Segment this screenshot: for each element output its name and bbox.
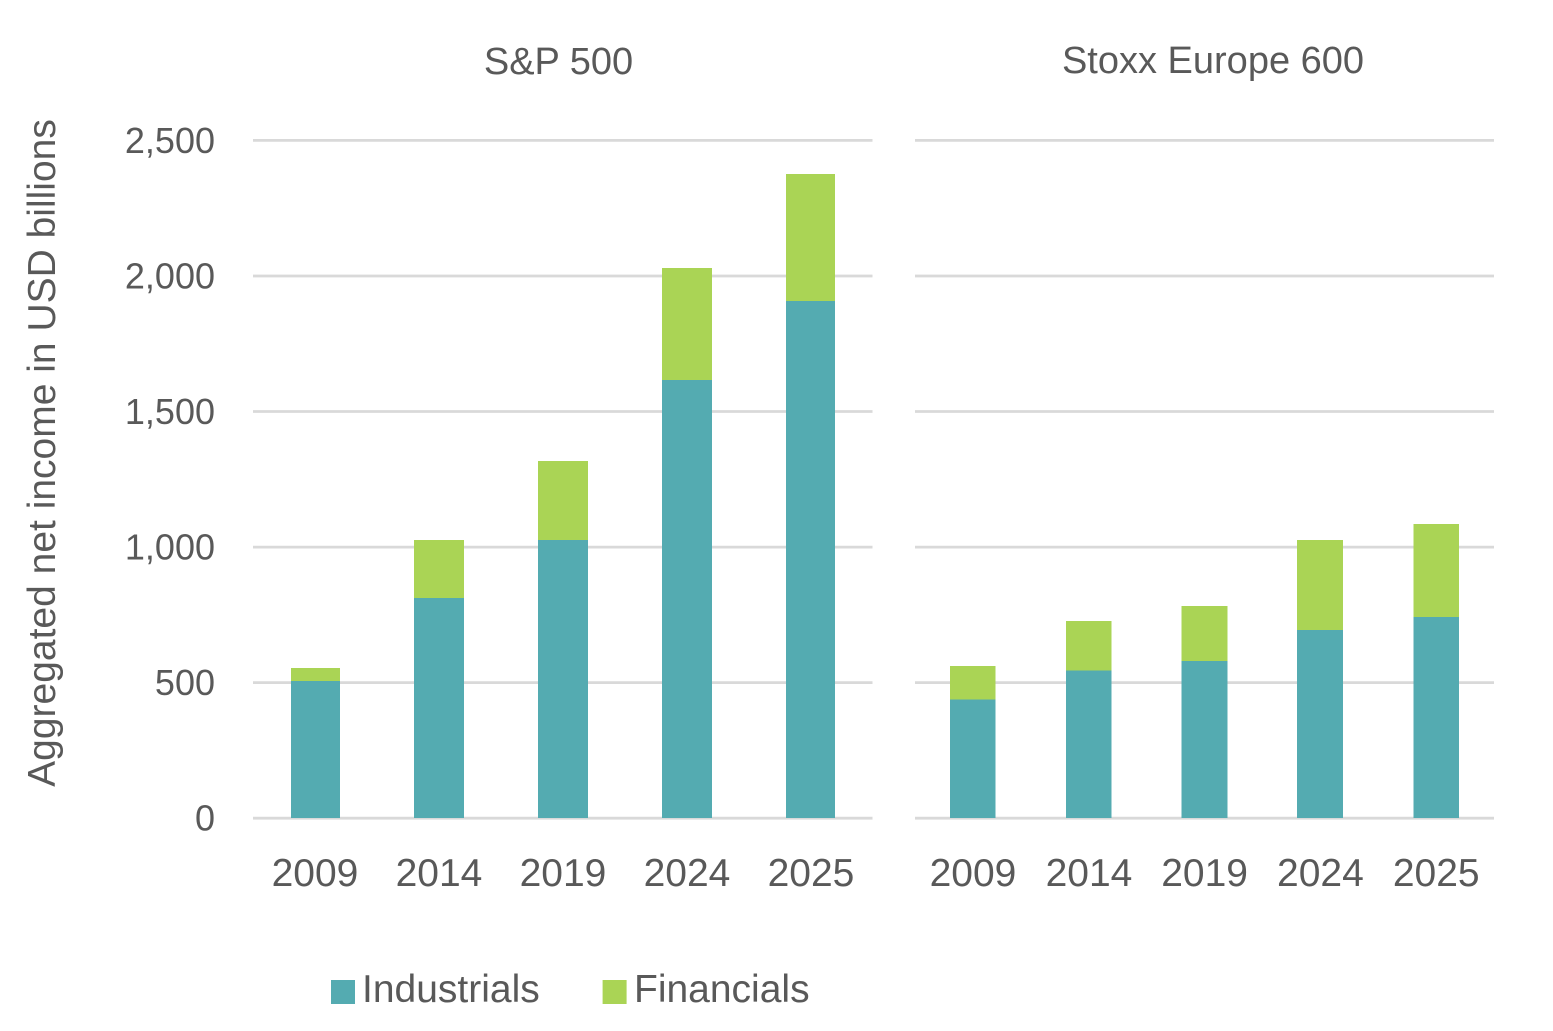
svg-text:2019: 2019 — [520, 852, 607, 895]
svg-text:1,000: 1,000 — [125, 527, 215, 568]
svg-text:Stoxx Europe 600: Stoxx Europe 600 — [1062, 40, 1364, 82]
svg-text:2024: 2024 — [1277, 852, 1364, 895]
svg-text:2014: 2014 — [396, 852, 483, 895]
svg-text:1,500: 1,500 — [125, 391, 215, 432]
svg-text:2025: 2025 — [1393, 852, 1480, 895]
svg-text:0: 0 — [195, 798, 215, 839]
svg-text:2025: 2025 — [768, 852, 855, 895]
svg-text:2014: 2014 — [1046, 852, 1133, 895]
svg-text:2,500: 2,500 — [125, 120, 215, 161]
svg-text:Industrials: Industrials — [362, 968, 540, 1011]
svg-text:Financials: Financials — [634, 968, 810, 1011]
svg-text:2024: 2024 — [644, 852, 731, 895]
svg-text:2009: 2009 — [272, 852, 359, 895]
svg-text:2019: 2019 — [1161, 852, 1248, 895]
svg-text:2009: 2009 — [930, 852, 1017, 895]
svg-text:500: 500 — [155, 662, 215, 703]
svg-text:2,000: 2,000 — [125, 256, 215, 297]
svg-text:S&P 500: S&P 500 — [484, 41, 633, 83]
svg-text:Aggregated net income in USD b: Aggregated net income in USD billions — [21, 119, 64, 787]
